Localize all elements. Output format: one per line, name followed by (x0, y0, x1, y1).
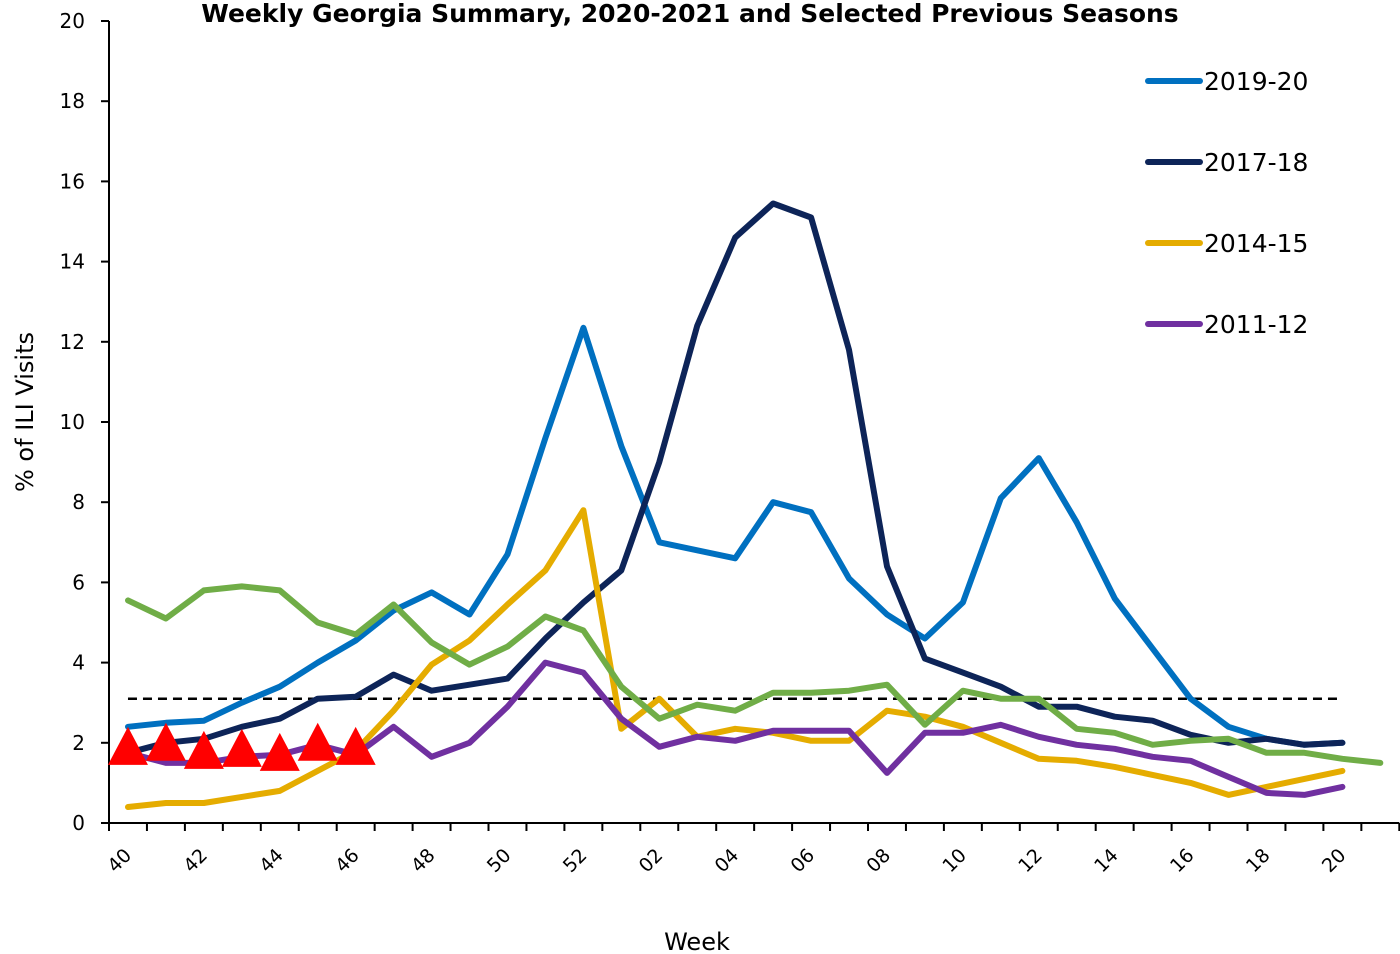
x-axis-label: Week (664, 928, 730, 954)
x-tick-label: 44 (255, 844, 288, 877)
x-tick-label: 12 (1014, 844, 1047, 877)
series-line-2019-20 (125, 324, 1346, 748)
legend-label: 2019-20 (1204, 67, 1308, 96)
y-tick-label: 4 (72, 651, 85, 675)
y-tick-label: 20 (60, 9, 85, 33)
x-tick-label: 04 (711, 844, 744, 877)
legend-label: 2014-15 (1204, 229, 1308, 258)
current-season-marker (259, 732, 300, 771)
y-tick-label: 14 (60, 250, 85, 274)
x-tick-label: 16 (1166, 844, 1199, 877)
y-tick-label: 6 (72, 570, 85, 594)
x-tick-label: 42 (179, 844, 212, 877)
current-season-marker (297, 722, 338, 761)
x-tick-label: 14 (1090, 844, 1123, 877)
x-tick-label: 46 (331, 844, 364, 877)
x-tick-label: 02 (635, 844, 668, 877)
series-line-season-4 (125, 583, 1384, 766)
series-line-2017-18 (125, 200, 1346, 756)
x-tick-label: 50 (483, 844, 516, 877)
x-tick-label: 06 (787, 844, 820, 877)
current-season-marker (107, 726, 148, 765)
x-tick-label: 10 (938, 844, 971, 877)
x-tick-label: 18 (1242, 844, 1275, 877)
current-season-marker (335, 726, 376, 765)
x-tick-label: 52 (559, 844, 592, 877)
series-line-2014-15 (125, 507, 1346, 810)
legend-label: 2017-18 (1204, 148, 1308, 177)
y-tick-label: 18 (60, 89, 85, 113)
x-tick-label: 20 (1318, 844, 1351, 877)
y-tick-label: 2 (72, 731, 85, 755)
current-season-marker (145, 722, 186, 761)
legend-label: 2011-12 (1204, 310, 1308, 339)
current-season-marker (221, 728, 262, 767)
y-tick-label: 10 (60, 410, 85, 434)
chart-title: Weekly Georgia Summary, 2020-2021 and Se… (201, 0, 1178, 28)
x-tick-label: 48 (407, 844, 440, 877)
y-tick-label: 12 (60, 330, 85, 354)
current-season-marker (183, 730, 224, 769)
y-tick-label: 0 (72, 811, 85, 835)
y-tick-label: 16 (60, 169, 85, 193)
y-axis-label: % of ILI Visits (11, 332, 39, 492)
x-tick-label: 40 (103, 844, 136, 877)
y-tick-label: 8 (72, 490, 85, 514)
x-tick-label: 08 (862, 844, 895, 877)
